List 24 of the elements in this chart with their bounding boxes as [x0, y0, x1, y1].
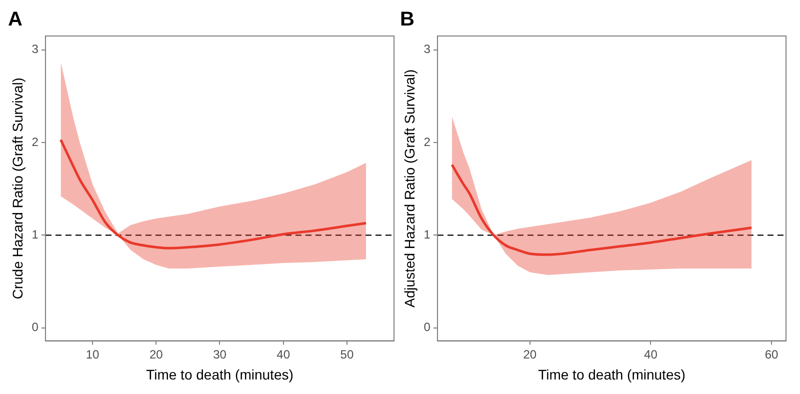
x-tick-label: 20	[149, 347, 164, 362]
line-series	[59, 138, 368, 250]
x-tick-label: 50	[340, 347, 354, 362]
y-tick-label: 2	[32, 134, 39, 149]
chart-title: A	[8, 8, 22, 31]
chart-title: B	[400, 8, 414, 31]
x-tick-label: 10	[86, 347, 100, 362]
y-axis-title: Crude Hazard Ratio (Graft Survival)	[9, 78, 26, 300]
y-tick-label: 1	[424, 228, 431, 242]
x-axis-title: Time to death (minutes)	[146, 366, 294, 382]
x-tick-label: 20	[523, 347, 537, 362]
x-axis-title: Time to death (minutes)	[538, 366, 686, 382]
y-tick-label: 0	[424, 320, 431, 334]
line-series	[450, 164, 753, 256]
y-tick-label: 2	[424, 134, 431, 149]
x-tick-label: 60	[764, 347, 778, 362]
y-axis-title: Adjusted Hazard Ratio (Graft Survival)	[401, 69, 418, 308]
x-tick-label: 30	[213, 347, 227, 362]
y-tick-label: 1	[32, 228, 39, 242]
y-tick-label: 3	[424, 42, 431, 56]
y-tick-label: 0	[32, 320, 39, 334]
y-tick-label: 3	[32, 42, 39, 56]
x-tick-label: 40	[276, 347, 290, 362]
x-tick-label: 40	[644, 347, 658, 362]
